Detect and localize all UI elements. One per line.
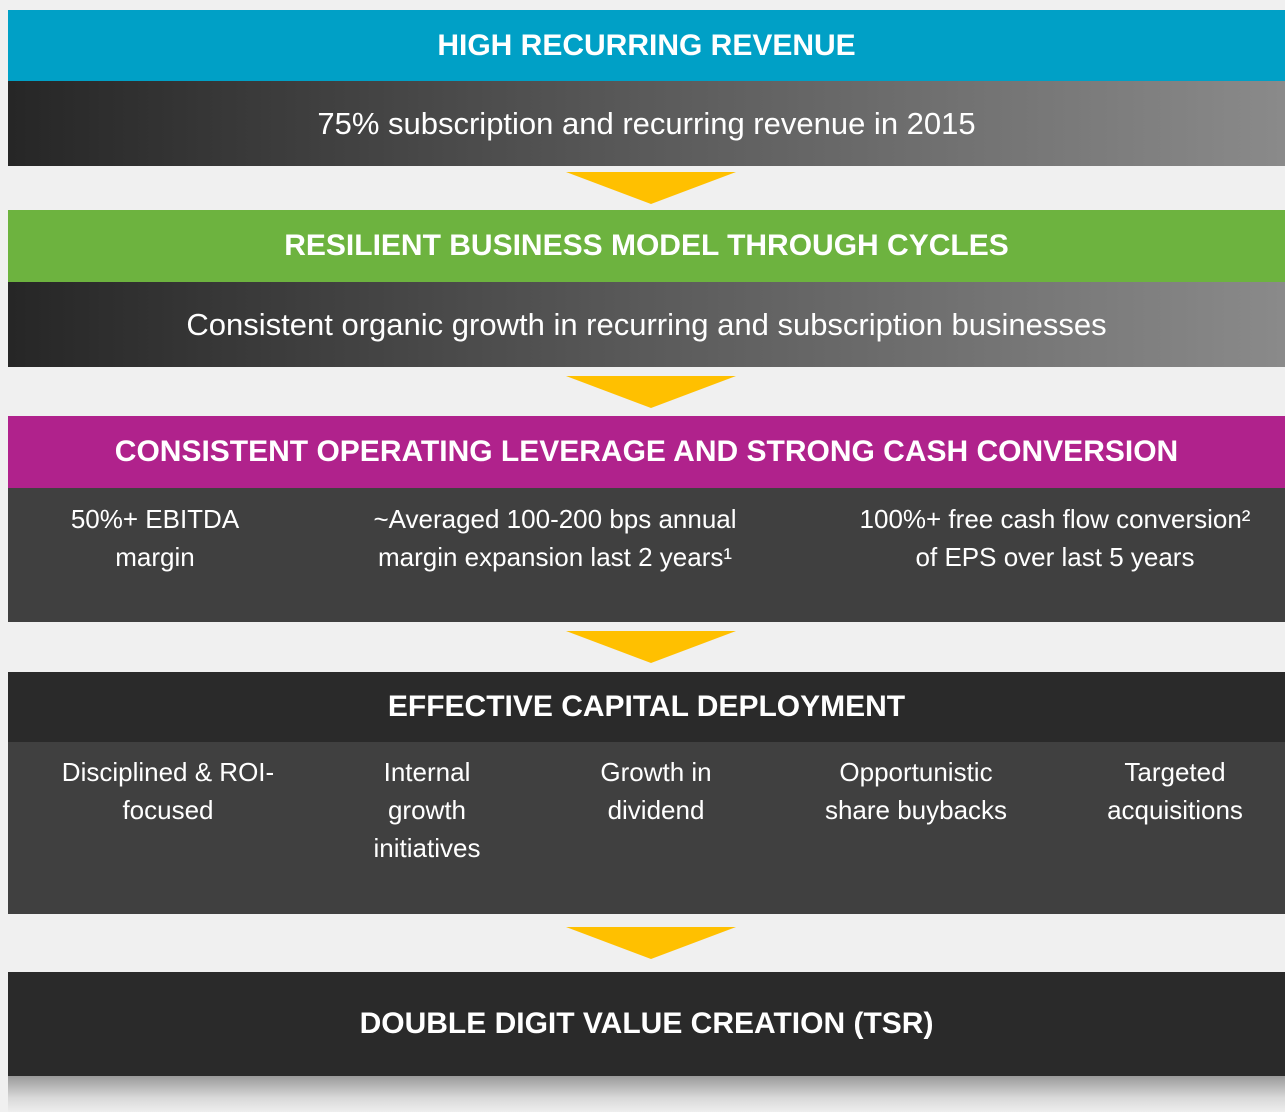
item-line: 100%+ free cash flow conversion² xyxy=(859,504,1251,534)
reflection xyxy=(8,1076,1285,1112)
items-panel: Disciplined & ROI-focused Internal growth i… xyxy=(8,742,1285,914)
item: ~Averaged 100-200 bps annual margin expan… xyxy=(373,500,736,576)
item-line: share buybacks xyxy=(824,795,1008,825)
items-panel: 50%+ EBITDA margin ~Averaged 100-200 bps a… xyxy=(8,488,1285,622)
item-line: Growth in xyxy=(600,757,712,787)
item-line: Internal xyxy=(383,757,471,787)
arrow xyxy=(566,376,736,408)
header: RESILIENT BUSINESS MODEL THROUGH CYCLES xyxy=(8,210,1285,282)
item-line: initiatives xyxy=(373,833,481,863)
header: CONSISTENT OPERATING LEVERAGE AND STRONG… xyxy=(8,416,1285,488)
item: Growth in dividend xyxy=(600,753,711,829)
item-line: Opportunistic xyxy=(839,757,993,787)
item: Opportunistic share buybacks xyxy=(825,753,1007,829)
header: DOUBLE DIGIT VALUE CREATION (TSR) xyxy=(8,972,1285,1076)
arrow xyxy=(566,631,736,663)
item: 100%+ free cash flow conversion² of EPS o… xyxy=(860,500,1251,576)
item: Targeted acquisitions xyxy=(1107,753,1243,829)
item-line: ~Averaged 100-200 bps annual xyxy=(373,504,737,534)
item-line: focused xyxy=(122,795,214,825)
item-line: growth xyxy=(387,795,467,825)
body-text: 75% subscription and recurring revenue i… xyxy=(8,81,1285,166)
item: Disciplined & ROI-focused xyxy=(62,753,274,829)
item-line: 50%+ EBITDA xyxy=(70,504,240,534)
header: HIGH RECURRING REVENUE xyxy=(8,10,1285,81)
item-line: margin xyxy=(115,542,195,572)
arrow xyxy=(566,172,736,204)
item: Internal growth initiatives xyxy=(374,753,481,867)
item: 50%+ EBITDA margin xyxy=(71,500,239,576)
item-line: dividend xyxy=(607,795,705,825)
item-line: margin expansion last 2 years¹ xyxy=(377,542,733,572)
item-line: of EPS over last 5 years xyxy=(915,542,1195,572)
item-line: acquisitions xyxy=(1107,795,1243,825)
body-text: Consistent organic growth in recurring a… xyxy=(8,282,1285,367)
arrow xyxy=(566,927,736,959)
item-line: Targeted xyxy=(1124,757,1226,787)
header: EFFECTIVE CAPITAL DEPLOYMENT xyxy=(8,672,1285,742)
item-line: Disciplined & ROI- xyxy=(61,757,275,787)
